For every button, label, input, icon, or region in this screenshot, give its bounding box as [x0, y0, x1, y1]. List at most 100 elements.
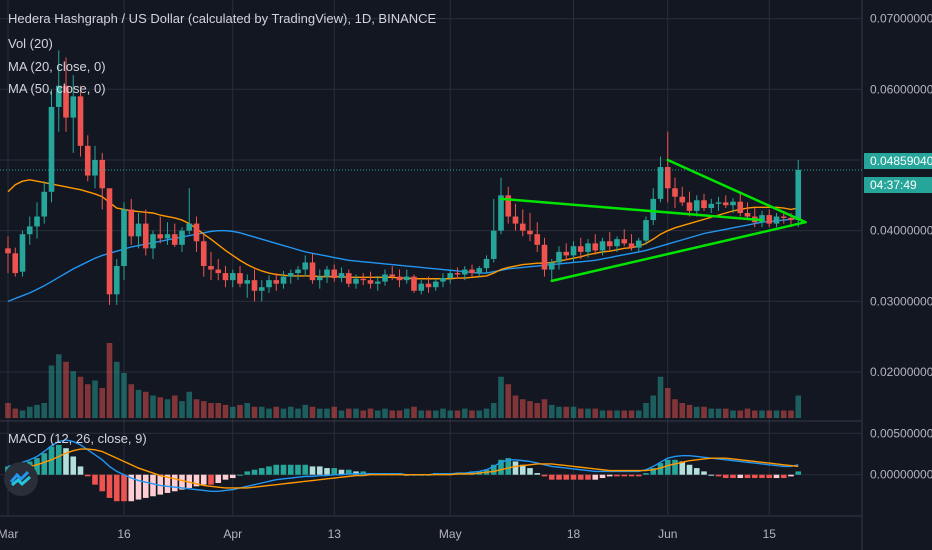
grid-lines — [0, 0, 863, 550]
volume-bar — [237, 404, 243, 418]
candlesticks — [5, 50, 802, 305]
volume-bar — [418, 410, 425, 418]
volume-bar — [599, 410, 606, 418]
macd-histogram-bar — [664, 459, 671, 475]
candle-body — [273, 280, 280, 284]
ma50-line — [7, 217, 799, 303]
candle-body — [316, 276, 323, 281]
volume-bar — [548, 404, 555, 418]
macd-histogram-bar — [519, 464, 526, 475]
macd-histogram-bar — [208, 474, 214, 485]
volume-bar — [679, 403, 686, 418]
candle-body — [113, 266, 120, 295]
macd-histogram-bar — [737, 474, 744, 479]
macd-histogram-bar — [585, 474, 591, 480]
macd-histogram-bar — [592, 474, 599, 480]
volume-bar — [744, 408, 751, 418]
trendline-descending-top — [499, 197, 764, 222]
volume-bar — [5, 403, 11, 418]
chart-title[interactable]: Hedera Hashgraph / US Dollar (calculated… — [8, 11, 437, 26]
macd-indicator-label[interactable]: MACD (12, 26, close, 9) — [8, 431, 147, 446]
candle-body — [730, 201, 736, 206]
macd-histogram-bar — [606, 474, 613, 477]
candle-body — [266, 280, 272, 288]
candle-body — [157, 234, 164, 239]
ma50-indicator-label[interactable]: MA (50, close, 0) — [8, 81, 106, 96]
price-axis-label: 0.03000000 — [870, 294, 932, 308]
volume-bar — [258, 406, 265, 418]
candle-body — [534, 234, 541, 245]
candle-body — [41, 191, 48, 217]
candle-body — [483, 258, 490, 269]
candle-body — [164, 234, 171, 239]
volume-bar — [606, 410, 613, 418]
candle-body — [186, 223, 193, 231]
volume-bar — [498, 376, 504, 418]
candle-body — [788, 217, 794, 221]
volume-bar — [193, 399, 200, 418]
volume-bar — [92, 380, 98, 418]
candle-body — [77, 96, 84, 146]
volume-bar — [63, 361, 69, 418]
candle-body — [418, 283, 425, 291]
macd-histogram-bar — [121, 474, 127, 502]
volume-bar — [534, 403, 541, 418]
volume-bar — [302, 404, 309, 418]
volume-bar — [795, 395, 802, 418]
volume-bar — [585, 408, 591, 418]
volume-bar — [650, 395, 657, 418]
macd-histogram-bar — [324, 468, 330, 475]
macd-histogram-bar — [360, 471, 367, 475]
macd-histogram-bar — [113, 474, 120, 502]
candle-body — [672, 188, 678, 197]
time-axis-label: Mar — [0, 527, 18, 541]
price-axis-label: 0.04000000 — [870, 224, 932, 238]
ma20-indicator-label[interactable]: MA (20, close, 0) — [8, 59, 106, 74]
candle-body — [664, 167, 671, 189]
macd-histogram-bar — [679, 461, 686, 475]
candle-body — [614, 239, 620, 247]
macd-histogram-bar — [650, 468, 657, 475]
macd-histogram-bar — [179, 474, 185, 490]
volume-bar — [215, 403, 222, 418]
volume-bar — [222, 404, 229, 418]
candle-body — [766, 215, 773, 224]
candle-body — [461, 269, 468, 275]
candle-body — [396, 276, 403, 281]
candle-body — [193, 223, 200, 242]
candle-body — [592, 243, 599, 251]
ma20-path — [7, 179, 799, 280]
macd-histogram-bar — [150, 474, 156, 497]
time-axis-label: Apr — [223, 527, 242, 541]
macd-histogram-bar — [672, 459, 678, 475]
volume-bar — [164, 399, 171, 418]
vol-indicator-label[interactable]: Vol (20) — [8, 36, 53, 51]
candle-body — [498, 195, 504, 231]
candle-body — [708, 203, 715, 209]
macd-histogram-bar — [295, 464, 301, 475]
time-axis-label: 13 — [328, 527, 342, 541]
macd-histogram-bar — [505, 458, 512, 475]
volume-bar — [142, 391, 149, 418]
volume-bar — [179, 401, 185, 418]
macd-histogram-bar — [744, 474, 751, 479]
macd-histogram-bar — [106, 474, 113, 498]
macd-histogram-bar — [251, 469, 258, 475]
volume-bar — [780, 410, 787, 418]
candle-body — [367, 280, 374, 284]
macd-histogram-bar — [164, 474, 171, 493]
volume-bar — [737, 410, 744, 418]
candle-body — [208, 266, 214, 270]
macd-histogram-bar — [780, 474, 787, 479]
candle-body — [490, 230, 497, 259]
volume-bar — [353, 408, 359, 418]
volume-bar — [635, 410, 642, 418]
candle-body — [121, 209, 127, 267]
macd-histogram-bar — [730, 474, 736, 479]
macd-histogram-bar — [273, 464, 280, 475]
candle-body — [606, 241, 613, 247]
tradingview-logo-icon[interactable] — [4, 462, 38, 496]
candle-body — [34, 216, 40, 227]
macd-histogram-bar — [512, 461, 519, 475]
